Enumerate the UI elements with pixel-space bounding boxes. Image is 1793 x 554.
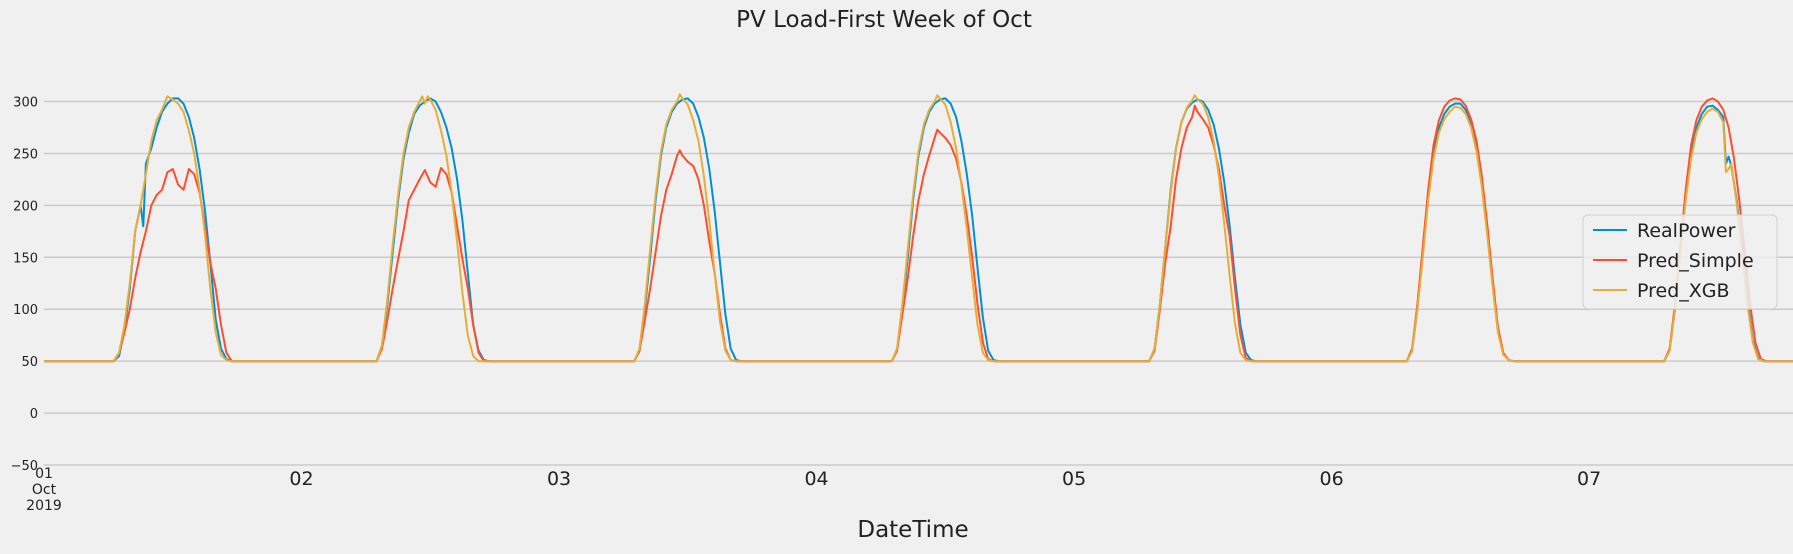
y-tick-label: 0 <box>30 407 38 422</box>
x-tick-label: 03 <box>547 468 571 490</box>
x-tick-label: Oct <box>32 482 57 498</box>
y-tick-label: 200 <box>13 199 38 214</box>
x-tick-label: 07 <box>1577 468 1601 490</box>
y-tick-label: 250 <box>13 147 38 162</box>
y-tick-label: 150 <box>13 251 38 266</box>
x-tick-label: 05 <box>1062 468 1086 490</box>
y-tick-label: 50 <box>21 355 38 370</box>
series-line-pred-xgb <box>44 93 1793 363</box>
chart-title: PV Load-First Week of Oct <box>736 7 1032 33</box>
legend-label: RealPower <box>1637 220 1736 242</box>
x-tick-label: 2019 <box>26 498 62 514</box>
series-lines <box>44 93 1793 363</box>
x-tick-label: 01 <box>35 466 53 482</box>
x-axis-label: DateTime <box>857 517 968 543</box>
legend-box <box>1582 214 1778 310</box>
y-tick-label: 100 <box>13 303 38 318</box>
y-tick-label: 300 <box>13 96 38 111</box>
legend: RealPower Pred_Simple Pred_XGB <box>1582 214 1778 310</box>
legend-label: Pred_Simple <box>1637 250 1754 272</box>
legend-label: Pred_XGB <box>1637 280 1730 302</box>
x-tick-label: 02 <box>289 468 313 490</box>
x-tick-label: 04 <box>804 468 828 490</box>
x-tick-label: 06 <box>1320 468 1344 490</box>
y-axis-ticks: −50 0 50 100 150 200 250 300 <box>11 96 38 474</box>
y-tick-label: −50 <box>11 459 38 474</box>
